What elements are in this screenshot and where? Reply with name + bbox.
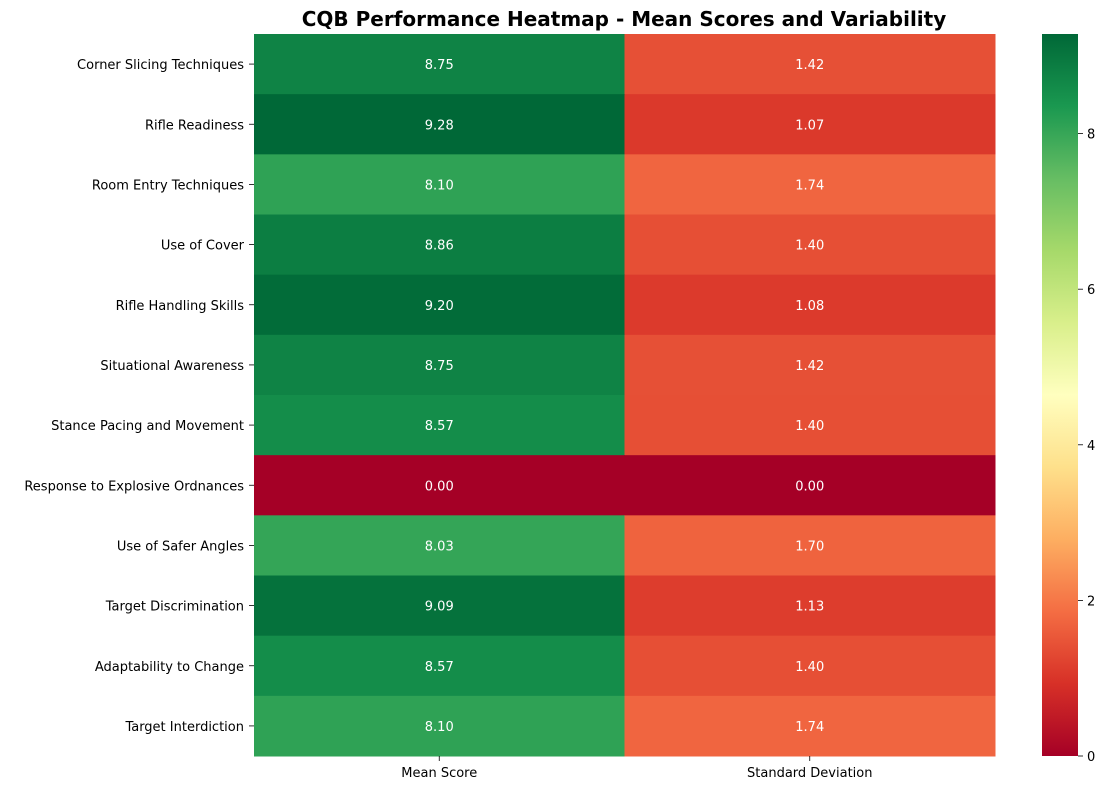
row-label: Use of Cover	[161, 239, 245, 254]
colorbar: 0 2 4 6 8	[1042, 34, 1095, 765]
heatmap-cell	[624, 274, 996, 336]
colorbar-tick-label: 8	[1087, 128, 1095, 143]
heatmap-cell	[624, 34, 996, 95]
cell-value-label: 9.09	[425, 600, 454, 615]
heatmap-cell	[624, 515, 996, 576]
colorbar-tick-label: 2	[1087, 594, 1095, 609]
cell-value-label: 1.08	[795, 299, 824, 314]
heatmap-cell	[254, 455, 625, 516]
cell-value-label: 0.00	[425, 479, 454, 494]
row-label: Room Entry Techniques	[92, 178, 244, 193]
row-label: Response to Explosive Ordnances	[24, 479, 244, 494]
row-label: Rifle Readiness	[145, 118, 244, 133]
heatmap-cells: 8.75 1.42 9.28 1.07 8.10 1.74 8.86 1.40 9.20 1.08…	[254, 34, 996, 757]
chart-title: CQB Performance Heatmap - Mean Scores an…	[302, 7, 947, 31]
row-label: Use of Safer Angles	[117, 539, 244, 554]
row-label: Stance Pacing and Movement	[51, 419, 244, 434]
heatmap-cell	[254, 515, 625, 576]
heatmap-cell	[624, 94, 996, 155]
heatmap-cell	[254, 395, 625, 456]
heatmap-cell	[624, 635, 996, 697]
colorbar-tick-label: 0	[1087, 750, 1095, 765]
row-label: Adaptability to Change	[95, 660, 244, 675]
row-label: Target Interdiction	[124, 720, 244, 735]
heatmap-cell	[624, 214, 996, 276]
heatmap-cell	[624, 334, 996, 396]
cell-value-label: 1.40	[795, 239, 824, 254]
cell-value-label: 1.40	[795, 660, 824, 675]
cell-value-label: 1.42	[795, 359, 824, 374]
cell-value-label: 8.10	[425, 720, 454, 735]
cell-value-label: 8.03	[425, 539, 454, 554]
cell-value-label: 9.28	[425, 118, 454, 133]
heatmap-cell	[254, 34, 625, 95]
cell-value-label: 1.70	[795, 539, 824, 554]
cell-value-label: 1.74	[795, 178, 824, 193]
heatmap-cell	[254, 334, 625, 396]
column-labels: Mean Score Standard Deviation	[401, 756, 872, 781]
row-label: Situational Awareness	[100, 359, 244, 374]
heatmap-cell	[254, 575, 625, 637]
colorbar-tick-label: 6	[1087, 283, 1095, 298]
heatmap-cell	[254, 695, 625, 757]
row-label: Rifle Handling Skills	[116, 299, 245, 314]
heatmap-cell	[254, 635, 625, 697]
row-label: Target Discrimination	[105, 600, 244, 615]
cell-value-label: 1.40	[795, 419, 824, 434]
heatmap-cell	[254, 94, 625, 155]
row-labels: Corner Slicing Techniques Rifle Readiness…	[24, 58, 254, 735]
cell-value-label: 0.00	[795, 479, 824, 494]
cell-value-label: 9.20	[425, 299, 454, 314]
cell-value-label: 8.75	[425, 58, 454, 73]
heatmap-cell	[624, 575, 996, 637]
heatmap-cell	[624, 395, 996, 456]
cell-value-label: 1.42	[795, 58, 824, 73]
cell-value-label: 1.74	[795, 720, 824, 735]
cell-value-label: 8.10	[425, 178, 454, 193]
cell-value-label: 8.57	[425, 660, 454, 675]
heatmap-cell	[254, 214, 625, 276]
cell-value-label: 1.07	[795, 118, 824, 133]
column-label: Standard Deviation	[747, 766, 872, 781]
column-label: Mean Score	[401, 766, 477, 781]
colorbar-gradient	[1042, 34, 1078, 756]
cell-value-label: 1.13	[795, 600, 824, 615]
cell-value-label: 8.86	[425, 239, 454, 254]
heatmap-cell	[254, 154, 625, 215]
cell-value-label: 8.57	[425, 419, 454, 434]
heatmap-cell	[254, 274, 625, 336]
cell-value-label: 8.75	[425, 359, 454, 374]
heatmap-cell	[624, 455, 996, 516]
heatmap-cell	[624, 154, 996, 215]
row-label: Corner Slicing Techniques	[77, 58, 244, 73]
colorbar-tick-label: 4	[1087, 439, 1095, 454]
heatmap-cell	[624, 695, 996, 757]
